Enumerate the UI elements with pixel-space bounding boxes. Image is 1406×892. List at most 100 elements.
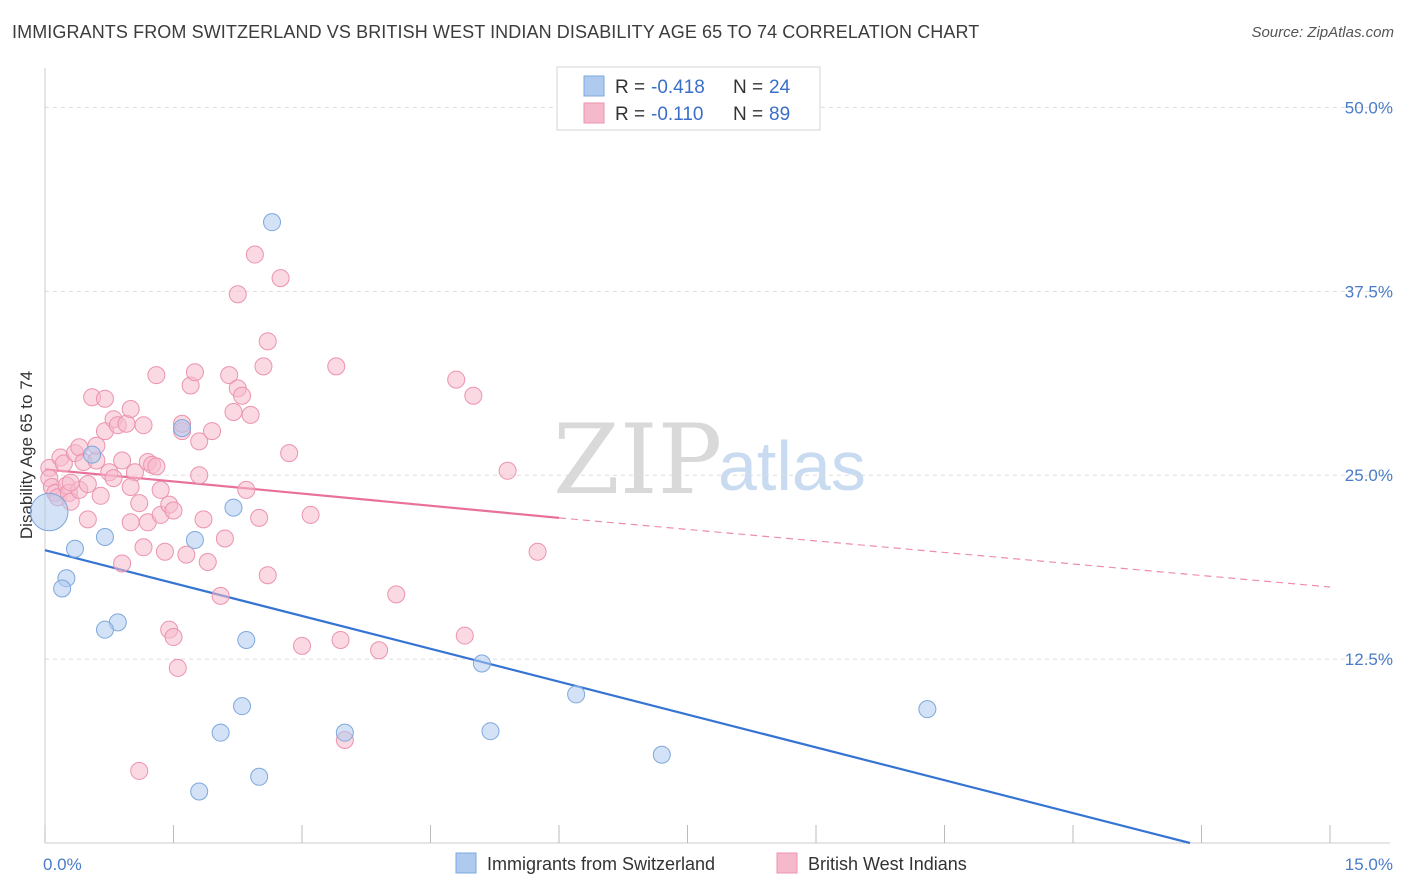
- grid-lines: [45, 106, 1390, 660]
- switzerland-point: [567, 685, 586, 704]
- british-west-indian-point: [91, 486, 110, 505]
- bottom-legend-swatch-blue: [455, 852, 477, 874]
- british-west-indian-point: [271, 269, 290, 288]
- x-tick-label: 0.0%: [43, 855, 82, 874]
- y-axis-label: Disability Age 65 to 74: [17, 371, 36, 539]
- british-west-indian-point: [164, 501, 183, 520]
- legend-r-label: R =: [615, 104, 645, 125]
- british-west-indian-point: [245, 245, 264, 264]
- british-west-indian-point: [113, 554, 132, 573]
- chart-title: IMMIGRANTS FROM SWITZERLAND VS BRITISH W…: [12, 22, 980, 42]
- british-west-indian-point: [224, 402, 243, 421]
- switzerland-point: [335, 723, 354, 742]
- british-west-indian-point: [455, 626, 474, 645]
- switzerland-point: [652, 745, 671, 764]
- british-west-indian-point: [78, 510, 97, 529]
- british-west-indian-point: [61, 473, 80, 492]
- british-west-indian-point: [498, 461, 517, 480]
- british-west-indian-point: [130, 761, 149, 780]
- british-west-indian-point: [370, 641, 389, 660]
- british-west-indian-point: [198, 553, 217, 572]
- british-west-indian-point: [280, 444, 299, 463]
- legend-box: R = -0.418 N = 24 R = -0.110 N = 89: [556, 66, 821, 131]
- switzerland-point: [173, 419, 192, 438]
- switzerland-point: [53, 579, 72, 598]
- axes: [44, 68, 1390, 844]
- british-west-indian-point: [464, 386, 483, 405]
- y-tick-label: 25.0%: [1345, 466, 1393, 485]
- x-tick-label: 15.0%: [1345, 855, 1393, 874]
- british-west-indian-point: [147, 366, 166, 385]
- british-west-indian-point: [185, 363, 204, 382]
- y-tick-labels: 12.5% 25.0% 37.5% 50.0%: [1345, 98, 1393, 669]
- watermark-atlas: atlas: [718, 427, 866, 505]
- british-west-indian-point: [301, 505, 320, 524]
- legend-n-value: 89: [769, 104, 790, 125]
- british-west-indian-point: [387, 585, 406, 604]
- legend-swatch-blue: [583, 75, 605, 97]
- legend-r-value: -0.418: [651, 77, 705, 98]
- switzerland-point: [233, 697, 252, 716]
- legend-swatch-pink: [583, 102, 605, 124]
- british-west-indian-point: [220, 366, 239, 385]
- british-west-indian-point: [194, 510, 213, 529]
- british-west-indian-point: [293, 636, 311, 655]
- british-west-indian-point: [177, 545, 196, 564]
- switzerland-point: [95, 620, 114, 639]
- british-west-indian-point: [254, 357, 273, 376]
- legend-n-label: N =: [733, 77, 763, 98]
- switzerland-point: [190, 782, 209, 801]
- british-west-indian-point: [528, 542, 547, 561]
- switzerland-point: [30, 492, 69, 532]
- british-west-indian-point: [190, 466, 209, 485]
- switzerland-point: [263, 213, 282, 232]
- watermark-zip: ZIP: [553, 404, 722, 516]
- switzerland-point: [918, 700, 937, 719]
- switzerland-point: [250, 767, 269, 786]
- switzerland-point: [472, 654, 491, 673]
- british-west-indian-point: [327, 357, 346, 376]
- british-west-indian-point: [228, 285, 247, 304]
- switzerland-point: [211, 723, 230, 742]
- british-west-indian-point: [121, 400, 140, 419]
- switzerland-point: [237, 630, 256, 649]
- british-west-indian-point: [130, 494, 149, 513]
- switzerland-point: [185, 530, 204, 549]
- legend-n-label: N =: [733, 104, 763, 125]
- british-west-indian-point: [331, 630, 350, 649]
- legend-n-value: 24: [769, 77, 791, 98]
- trend-lines: [44, 468, 1331, 845]
- british-west-indian-point: [78, 475, 97, 494]
- british-west-indian-point: [190, 432, 209, 451]
- british-west-indian-point: [121, 513, 140, 532]
- switzerland-point: [83, 445, 102, 464]
- british-west-indian-point: [113, 451, 132, 470]
- british-west-indian-point: [164, 628, 183, 647]
- british-west-indian-point: [147, 457, 166, 476]
- x-tick-labels: 0.0% 15.0%: [43, 855, 1393, 874]
- y-tick-label: 50.0%: [1345, 98, 1393, 117]
- switzerland-trend-line: [44, 549, 1191, 845]
- switzerland-point: [481, 722, 500, 741]
- bottom-legend-label: Immigrants from Switzerland: [487, 854, 715, 874]
- legend-r-label: R =: [615, 77, 645, 98]
- british-west-indian-point: [241, 405, 260, 424]
- british-west-indian-point: [250, 508, 269, 527]
- british-west-indian-point: [168, 658, 187, 677]
- british-west-indian-point: [258, 332, 277, 351]
- switzerland-point: [65, 539, 84, 558]
- british-west-indian-point: [211, 586, 230, 605]
- british-west-indian-point: [233, 386, 252, 405]
- british-west-indian-point: [121, 477, 140, 496]
- british-west-indian-point: [134, 416, 153, 435]
- data-points: [30, 213, 937, 801]
- british-west-indian-point: [54, 454, 73, 473]
- british-west-indian-trend-extension: [558, 517, 1331, 588]
- british-west-indian-point: [258, 566, 277, 585]
- british-west-indian-point: [215, 529, 234, 548]
- british-west-indian-point: [151, 480, 170, 499]
- source-credit: Source: ZipAtlas.com: [1251, 24, 1394, 41]
- british-west-indian-point: [203, 422, 222, 441]
- y-tick-label: 37.5%: [1345, 282, 1393, 301]
